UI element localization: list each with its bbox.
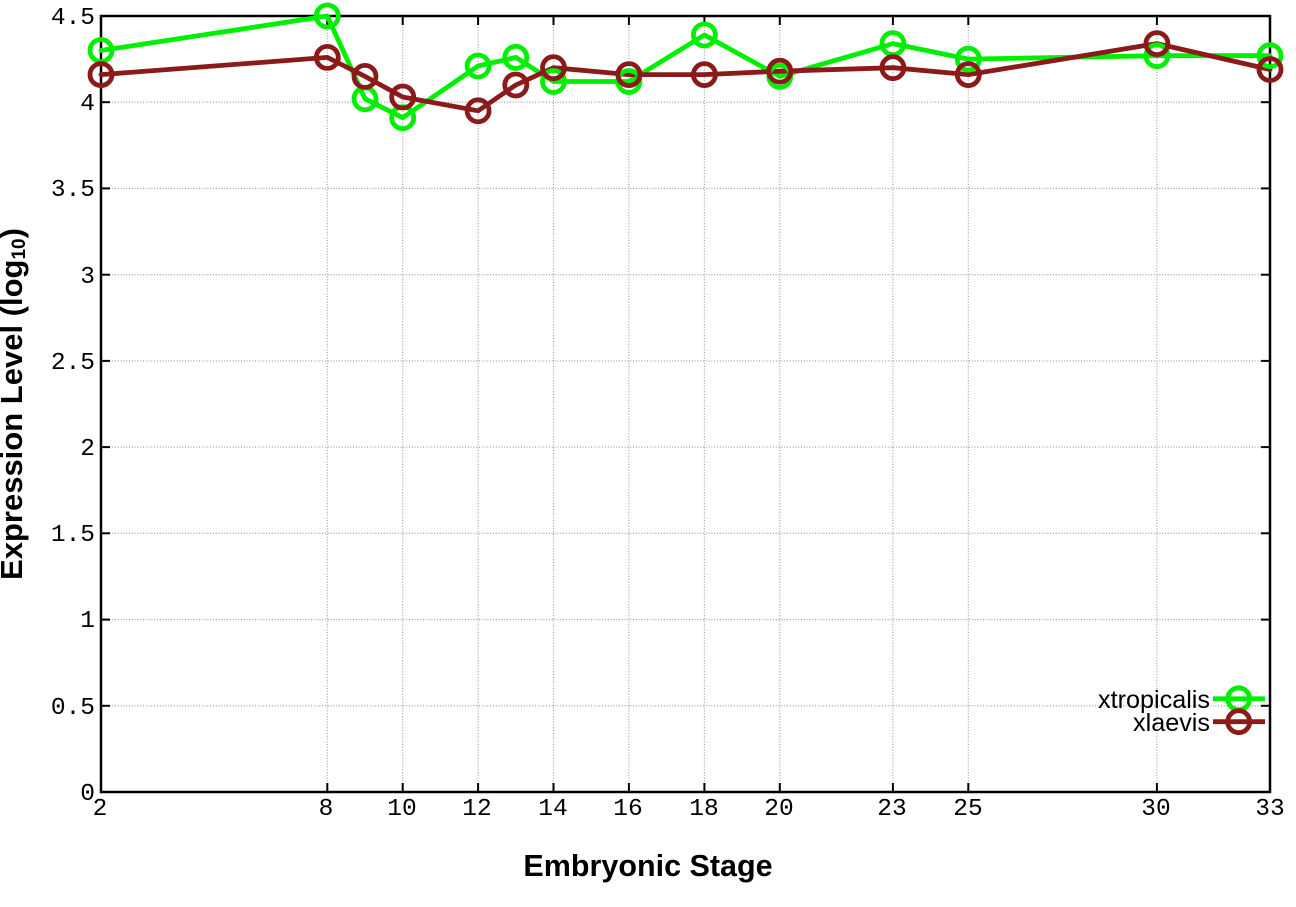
svg-text:Expression Level (log10): Expression Level (log10) — [0, 228, 30, 580]
